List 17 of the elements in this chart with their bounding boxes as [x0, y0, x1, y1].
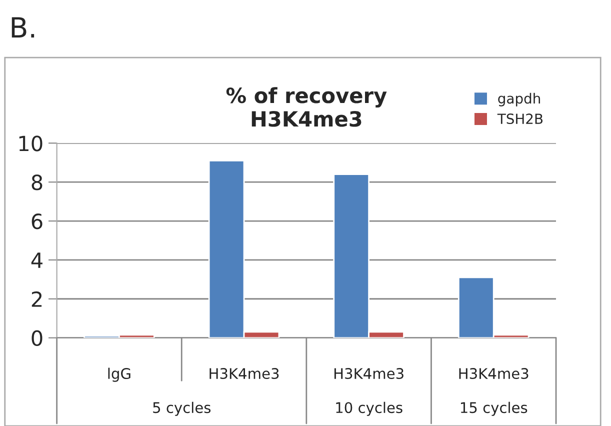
y-tick-label: 2: [32, 291, 42, 307]
x-tick-label: H3K4me3: [459, 368, 528, 380]
chart-title: % of recovery H3K4me3: [226, 87, 387, 127]
text: 15 cycles: [460, 402, 528, 416]
x-tick-label: lgG: [108, 368, 130, 382]
y-tick-label: 0: [32, 330, 42, 346]
x-tick-label: H3K4me3: [210, 368, 279, 380]
text: B.: [12, 17, 34, 38]
y-tick-label: 4: [31, 252, 42, 268]
text: 10 cycles: [336, 402, 402, 416]
x-tick-label: H3K4me3: [334, 368, 404, 380]
legend-label: TSH2B: [497, 114, 543, 124]
text: 5 cycles: [153, 402, 211, 416]
y-tick-label: 6: [32, 213, 42, 230]
y-tick-label: 8: [32, 174, 42, 190]
legend-label: gapdh: [498, 92, 540, 106]
y-tick-label: 10: [19, 136, 42, 152]
